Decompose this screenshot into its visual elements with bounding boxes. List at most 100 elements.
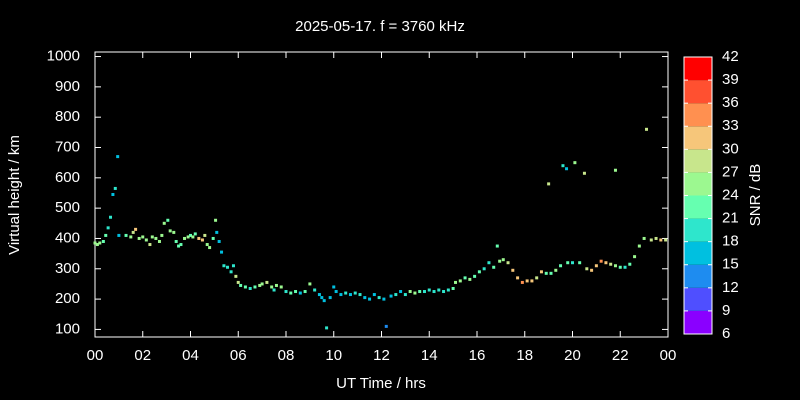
colorbar-band xyxy=(684,149,712,173)
data-point xyxy=(308,282,312,286)
colorbar-band xyxy=(684,80,712,104)
data-point xyxy=(348,293,352,297)
data-point xyxy=(211,236,215,240)
data-point xyxy=(137,236,141,240)
data-point xyxy=(124,233,128,237)
data-point xyxy=(239,283,243,287)
data-point xyxy=(565,167,569,171)
data-point xyxy=(317,293,321,297)
y-tick-label: 300 xyxy=(55,260,80,277)
y-tick-label: 800 xyxy=(55,108,80,125)
data-point xyxy=(217,239,221,243)
data-point xyxy=(613,264,617,268)
data-point xyxy=(664,238,668,242)
data-point xyxy=(604,261,608,265)
data-point xyxy=(191,235,195,239)
data-point xyxy=(623,265,627,269)
data-point xyxy=(220,250,224,254)
data-point xyxy=(482,267,486,271)
colorbar-label: SNR / dB xyxy=(747,164,764,227)
data-point xyxy=(487,261,491,265)
data-point xyxy=(193,232,197,236)
data-point xyxy=(144,238,148,242)
data-point xyxy=(372,293,376,297)
data-point xyxy=(633,255,637,259)
x-tick-label: 00 xyxy=(87,347,104,364)
data-point xyxy=(134,227,138,231)
data-point xyxy=(422,290,426,294)
data-point xyxy=(101,239,105,243)
data-point xyxy=(566,261,570,265)
data-point xyxy=(594,264,598,268)
data-point xyxy=(649,238,653,242)
data-point xyxy=(179,243,183,247)
data-point xyxy=(205,243,209,247)
data-point xyxy=(501,258,505,262)
data-point xyxy=(637,244,641,248)
data-point xyxy=(174,239,178,243)
data-point xyxy=(189,233,192,237)
data-point xyxy=(98,241,102,245)
colorbar-band xyxy=(684,126,712,150)
data-point xyxy=(214,218,218,222)
data-point xyxy=(609,262,613,266)
data-point xyxy=(382,297,386,301)
data-point xyxy=(353,291,357,295)
data-point xyxy=(166,218,170,222)
data-point xyxy=(427,288,431,292)
data-point xyxy=(332,285,336,289)
data-point xyxy=(573,161,577,165)
x-tick-label: 22 xyxy=(612,347,629,364)
data-point xyxy=(384,324,388,328)
data-point xyxy=(265,280,269,284)
data-point xyxy=(377,296,381,300)
colorbar-tick-label: 30 xyxy=(722,140,739,157)
data-point xyxy=(157,239,161,243)
colorbar-band xyxy=(684,218,712,242)
x-tick-label: 20 xyxy=(564,347,581,364)
data-point xyxy=(525,279,529,283)
data-point xyxy=(222,264,226,268)
y-axis-label: Virtual height / km xyxy=(6,135,23,255)
x-tick-label: 04 xyxy=(182,347,199,364)
data-point xyxy=(93,241,97,245)
data-point xyxy=(645,127,649,131)
colorbar-tick-label: 39 xyxy=(722,71,739,88)
data-point xyxy=(95,243,99,247)
x-tick-label: 16 xyxy=(469,347,486,364)
data-point xyxy=(272,288,276,292)
data-point xyxy=(325,326,329,330)
data-point xyxy=(279,285,283,289)
data-point xyxy=(111,193,115,196)
data-point xyxy=(547,182,551,186)
data-point xyxy=(129,235,133,239)
data-point xyxy=(578,261,582,265)
data-point xyxy=(506,261,510,265)
data-point xyxy=(535,276,539,280)
data-point xyxy=(200,238,204,242)
data-point xyxy=(446,288,450,292)
data-point xyxy=(328,296,332,300)
data-point xyxy=(313,288,317,292)
data-point xyxy=(303,290,307,294)
x-tick-label: 06 xyxy=(230,347,247,364)
data-point xyxy=(582,171,586,175)
data-point xyxy=(399,290,403,294)
data-point xyxy=(477,270,481,274)
data-point xyxy=(208,246,212,250)
colorbar-band xyxy=(684,287,712,311)
data-point xyxy=(585,267,589,271)
data-point xyxy=(389,294,393,298)
data-point xyxy=(403,293,407,297)
data-point xyxy=(539,270,543,274)
data-point xyxy=(613,168,617,172)
data-point xyxy=(654,236,658,240)
data-point xyxy=(294,290,298,294)
data-point xyxy=(172,230,176,234)
x-tick-label: 10 xyxy=(325,347,342,364)
data-point xyxy=(413,291,417,295)
colorbar-band xyxy=(684,241,712,265)
